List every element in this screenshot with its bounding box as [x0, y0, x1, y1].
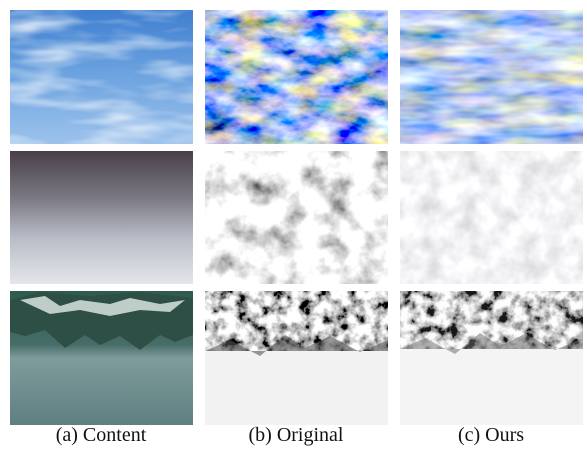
caption: (b) Original: [249, 424, 344, 446]
image-content-sky: [10, 10, 193, 144]
image-ours-lake: [400, 291, 583, 425]
image-content-dusk: [10, 151, 193, 284]
caption: (c) Ours: [458, 424, 524, 446]
image-original-sky: [205, 10, 388, 144]
image-original-lake: [205, 291, 388, 425]
caption: (a) Content: [56, 424, 147, 446]
image-content-lake: [10, 291, 193, 425]
image-original-dusk: [205, 151, 388, 284]
image-ours-sky: [400, 10, 583, 144]
image-ours-dusk: [400, 151, 583, 284]
